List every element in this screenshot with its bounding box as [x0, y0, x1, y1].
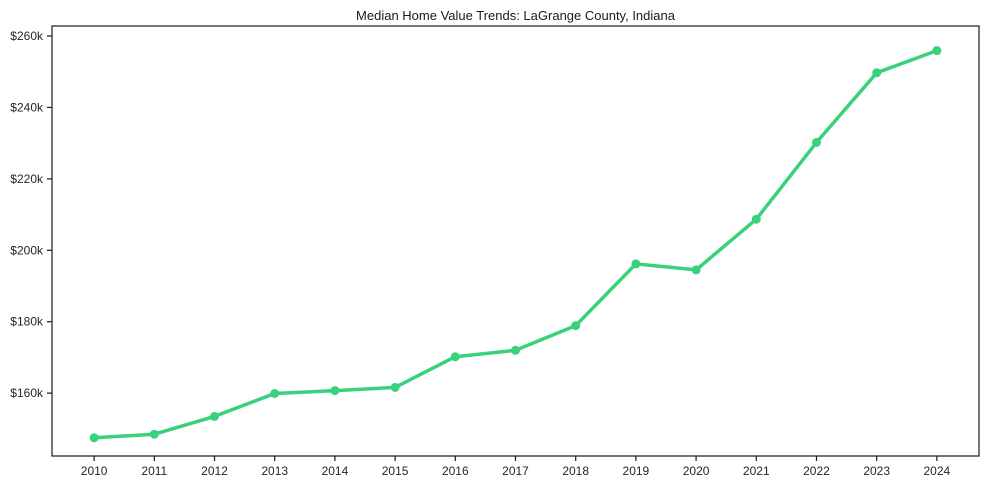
data-point-marker — [932, 46, 942, 56]
x-axis-tick-label: 2022 — [803, 464, 830, 478]
y-axis-tick-label: $180k — [10, 315, 44, 329]
x-axis-tick-label: 2016 — [442, 464, 469, 478]
x-axis-tick-label: 2017 — [502, 464, 529, 478]
y-axis-tick-label: $260k — [10, 29, 44, 43]
plot-border — [51, 25, 980, 457]
data-point-marker — [812, 137, 821, 147]
data-point-marker — [149, 429, 159, 439]
x-axis-tick-label: 2011 — [141, 464, 167, 478]
data-point-marker — [210, 411, 219, 421]
data-point-marker — [330, 386, 340, 396]
x-axis-tick-label: 2020 — [683, 464, 710, 478]
x-axis-tick-label: 2014 — [322, 464, 349, 478]
data-point-marker — [691, 265, 701, 275]
x-axis-tick-label: 2021 — [743, 464, 770, 478]
data-point-marker — [571, 321, 581, 331]
data-point-marker — [751, 214, 761, 224]
x-axis-tick-label: 2010 — [81, 464, 108, 478]
x-axis-tick-label: 2013 — [261, 464, 288, 478]
x-axis-tick-label: 2018 — [562, 464, 589, 478]
trend-line — [92, 48, 939, 440]
y-axis-tick-label: $200k — [10, 243, 44, 257]
data-point-marker — [270, 389, 280, 398]
data-point-marker — [89, 433, 99, 443]
x-axis-tick-label: 2023 — [863, 464, 890, 478]
chart-title: Median Home Value Trends: LaGrange Count… — [356, 8, 676, 23]
x-axis-tick-label: 2015 — [382, 464, 409, 478]
x-axis-tick-label: 2024 — [924, 464, 951, 478]
y-axis-tick-label: $160k — [10, 386, 44, 400]
data-point-marker — [390, 382, 400, 392]
y-axis-tick-label: $240k — [10, 100, 44, 114]
x-axis-tick-label: 2019 — [623, 464, 650, 478]
data-point-marker — [631, 259, 641, 269]
x-axis-tick-label: 2012 — [201, 464, 228, 478]
data-point-marker — [450, 352, 460, 362]
y-axis-tick-label: $220k — [10, 172, 44, 186]
data-point-marker — [511, 345, 520, 355]
data-point-marker — [872, 68, 882, 78]
